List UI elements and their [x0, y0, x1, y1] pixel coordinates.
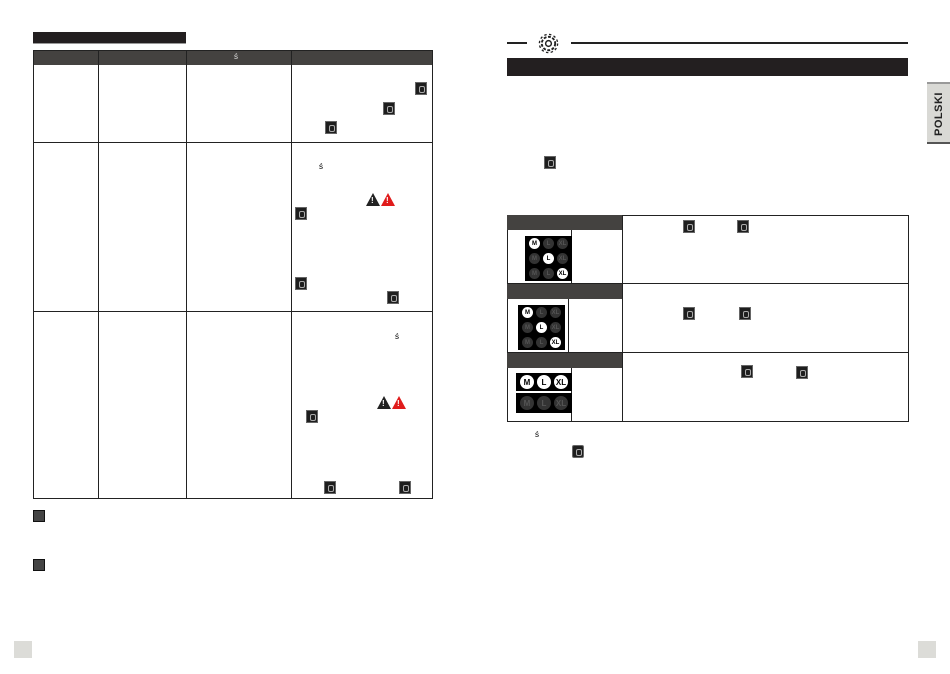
- header-rule: [507, 42, 527, 44]
- size-m: M: [520, 375, 534, 389]
- size-selector-xl: M L XL: [525, 266, 572, 281]
- size-selector-l: M L XL: [525, 251, 572, 266]
- size-m: M: [520, 396, 534, 410]
- page-number-box: [918, 641, 936, 658]
- size-l: L: [536, 307, 547, 318]
- size-m: M: [522, 322, 533, 333]
- size-l: L: [536, 322, 547, 333]
- size-m: M: [529, 253, 540, 264]
- table-header: [34, 51, 432, 65]
- tall-cup-icon: [741, 365, 753, 378]
- size-l: L: [543, 238, 554, 249]
- size-m: M: [522, 337, 533, 348]
- warning-red-icon: [381, 193, 395, 206]
- header-glyph: ś: [234, 52, 238, 61]
- power-icon: [415, 82, 427, 95]
- size-selector-m: M L XL: [518, 305, 565, 320]
- column-divider: [568, 299, 569, 352]
- note-icon: [33, 559, 45, 571]
- size-selector-all-on: M L XL: [516, 373, 572, 391]
- clean-icon: [324, 481, 336, 494]
- row-glyph: ś: [395, 332, 399, 341]
- settings-table: [507, 215, 909, 422]
- page-number-box: [14, 641, 32, 658]
- sidebar-tab-polski: POLSKI: [927, 82, 950, 144]
- column-divider: [291, 51, 292, 498]
- row-header: [507, 284, 622, 299]
- note-glyph: ś: [535, 430, 539, 439]
- size-selector-m: M L XL: [525, 236, 572, 251]
- tab-label: POLSKI: [933, 92, 945, 136]
- row-divider: [507, 283, 909, 284]
- section-title-bar: [507, 58, 908, 76]
- warning-red-icon: [392, 396, 406, 409]
- size-xl: XL: [550, 322, 561, 333]
- section-title-bar: [33, 32, 186, 44]
- cup-icon: [683, 220, 695, 233]
- size-selector-l: M L XL: [518, 320, 565, 335]
- row-divider: [34, 142, 432, 143]
- row-glyph: ś: [319, 162, 323, 171]
- size-selector-xl: M L XL: [518, 335, 565, 350]
- size-m: M: [529, 268, 540, 279]
- size-selector-all-off: M L XL: [516, 393, 572, 413]
- size-l: L: [543, 268, 554, 279]
- row-divider: [34, 311, 432, 312]
- settings-icon: [387, 291, 399, 304]
- size-xl: XL: [550, 307, 561, 318]
- column-divider: [622, 215, 623, 422]
- size-xl: XL: [554, 375, 568, 389]
- water-icon: [306, 410, 318, 423]
- size-xl: XL: [557, 253, 568, 264]
- two-cups-icon: [739, 307, 751, 320]
- gear-icon: [538, 33, 559, 54]
- power-icon: [572, 445, 584, 458]
- column-divider: [186, 51, 187, 498]
- shower-icon: [383, 102, 395, 115]
- size-xl: XL: [557, 238, 568, 249]
- column-divider: [98, 51, 99, 498]
- row-divider: [507, 352, 909, 353]
- size-xl: XL: [554, 396, 568, 410]
- size-m: M: [522, 307, 533, 318]
- two-cups-icon: [796, 366, 808, 379]
- menu-icon: [325, 121, 337, 134]
- size-xl: XL: [557, 268, 568, 279]
- clean-icon: [295, 277, 307, 290]
- header-rule: [571, 42, 908, 44]
- note-icon: [33, 510, 45, 522]
- warning-icon: [366, 193, 380, 206]
- settings-icon: [295, 207, 307, 220]
- two-cups-icon: [737, 220, 749, 233]
- size-xl: XL: [550, 337, 561, 348]
- row-header: [507, 215, 622, 230]
- water-icon: [399, 481, 411, 494]
- cup-icon: [683, 307, 695, 320]
- row-header: [507, 353, 622, 368]
- size-m: M: [529, 238, 540, 249]
- size-l: L: [536, 337, 547, 348]
- clean-icon: [544, 156, 556, 169]
- size-l: L: [543, 253, 554, 264]
- warning-icon: [377, 396, 391, 409]
- size-l: L: [537, 375, 551, 389]
- size-l: L: [537, 396, 551, 410]
- troubleshooting-table: ś: [33, 50, 433, 499]
